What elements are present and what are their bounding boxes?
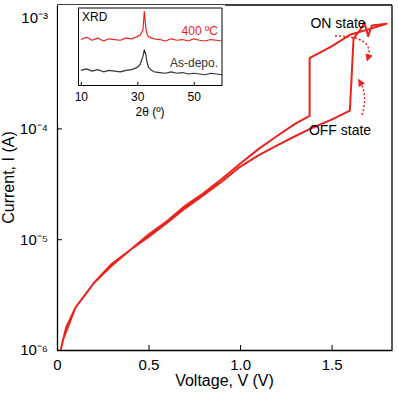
- tick: 10⁻³: [21, 9, 62, 26]
- tick-label: 1.5: [322, 356, 343, 373]
- annotation: OFF state: [309, 122, 371, 138]
- tick: 10⁻⁵: [20, 231, 62, 248]
- series-label: 400 ºC: [182, 24, 219, 38]
- x-axis-title: Voltage, V (V): [175, 372, 274, 389]
- tick-mark: [332, 345, 333, 350]
- tick-label: 30: [131, 90, 145, 104]
- tick: 50: [188, 82, 202, 104]
- tick-label: 10⁻⁵: [20, 231, 48, 248]
- frame: [391, 5, 392, 350]
- tick-mark: [81, 82, 82, 85]
- frame: [222, 8, 223, 85]
- tick-label: 10⁻⁶: [20, 341, 48, 358]
- axis-line: [79, 85, 223, 86]
- tick-mark: [57, 239, 62, 240]
- y-axis-title: Current, I (A): [0, 131, 17, 223]
- tick-label: 0.5: [139, 356, 160, 373]
- tick: 10: [75, 82, 89, 104]
- tick: 1.0: [230, 345, 251, 373]
- series-label: As-depo.: [170, 56, 218, 70]
- axis: 10⁻⁶ 10⁻⁵ 10⁻⁴ 10⁻³: [20, 6, 62, 359]
- tick: 30: [131, 82, 145, 104]
- annotation: ON state: [310, 15, 365, 31]
- tick-label: 10: [75, 90, 89, 104]
- axis: [78, 9, 79, 86]
- inset: 10 30 50 XRD 2θ (º) 400 ºC As-depo.: [58, 5, 225, 125]
- tick-mark: [137, 82, 138, 85]
- x-axis-title: 2θ (º): [135, 105, 164, 119]
- axis: 10 30 50: [75, 82, 223, 104]
- tick: 10⁻⁴: [20, 120, 62, 137]
- axis-line: [58, 350, 393, 351]
- tick-label: 1.0: [230, 356, 251, 373]
- axis-line: [57, 6, 58, 351]
- inset-background: [58, 5, 225, 125]
- tick-label: 50: [188, 90, 202, 104]
- frame: [78, 8, 222, 9]
- axis-line: [78, 9, 79, 86]
- axis: 0 0.5 1.0 1.5: [53, 345, 392, 373]
- arrow: [360, 82, 365, 115]
- tick-label: 0: [53, 356, 61, 373]
- arrow: [335, 36, 369, 58]
- tick: 10⁻⁶: [20, 341, 62, 358]
- tick: 0.5: [139, 345, 160, 373]
- tick-label: 10⁻³: [21, 9, 48, 26]
- tick-mark: [57, 350, 62, 351]
- chart: 0 0.5 1.0 1.5 10⁻⁶ 10⁻⁵ 10⁻⁴ 10⁻³ Voltage, V (V)…: [0, 0, 398, 394]
- tick-mark: [240, 345, 241, 350]
- inset-title: XRD: [82, 10, 108, 24]
- tick-mark: [149, 345, 150, 350]
- main: 0 0.5 1.0 1.5 10⁻⁶ 10⁻⁵ 10⁻⁴ 10⁻³ Voltage, V (V)…: [0, 5, 393, 389]
- data-line: [81, 50, 222, 75]
- tick-label: 10⁻⁴: [20, 120, 48, 137]
- tick-mark: [194, 82, 195, 85]
- tick: 1.5: [322, 345, 343, 373]
- tick-mark: [57, 128, 62, 129]
